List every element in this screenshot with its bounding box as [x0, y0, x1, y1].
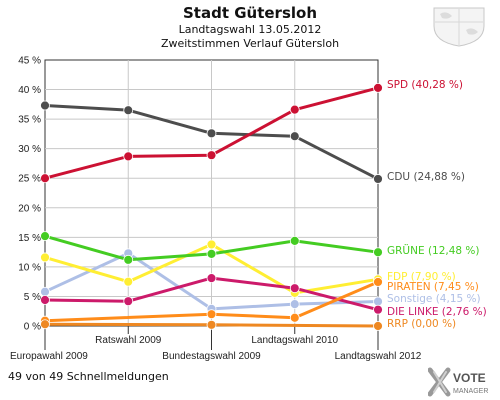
y-tick-label: 10 % — [18, 262, 41, 273]
series-end-label: SPD (40,28 %) — [387, 79, 463, 91]
chart-title: Stadt Gütersloh — [182, 4, 317, 22]
data-point — [40, 295, 50, 305]
series-end-label: PIRATEN (7,45 %) — [387, 281, 479, 293]
y-tick-label: 35 % — [18, 115, 41, 126]
report-status: 49 von 49 Schnellmeldungen — [8, 370, 169, 383]
data-point — [373, 304, 383, 315]
y-tick-label: 45 % — [18, 56, 41, 67]
series-end-label: FDP (7,90 %) — [387, 271, 456, 283]
y-tick-label: 40 % — [18, 85, 41, 96]
data-point — [206, 128, 217, 139]
data-point — [373, 277, 383, 287]
series-end-label: GRÜNE (12,48 %) — [387, 244, 480, 257]
data-point — [206, 273, 217, 284]
series-end-label: CDU (24,88 %) — [387, 171, 465, 183]
series-end-label: DIE LINKE (2,76 %) — [387, 306, 487, 318]
x-tick-label: Europawahl 2009 — [10, 351, 88, 362]
vote-manager-logo: VOTE MANAGER — [428, 367, 488, 397]
data-point — [206, 239, 217, 250]
series-end-label: RRP (0,00 %) — [387, 318, 456, 330]
data-point — [123, 276, 134, 287]
data-point — [123, 151, 134, 162]
data-point — [289, 131, 300, 142]
data-point — [206, 248, 217, 259]
y-tick-label: 30 % — [18, 144, 41, 155]
series-line-piraten — [44, 280, 379, 323]
data-point — [289, 299, 300, 310]
data-point — [289, 312, 300, 323]
y-tick-label: 20 % — [18, 203, 41, 214]
data-point — [289, 104, 300, 115]
x-tick-label: Bundestagswahl 2009 — [162, 351, 261, 362]
data-point — [40, 100, 50, 111]
data-point — [206, 319, 217, 330]
data-point — [40, 173, 50, 184]
series-end-label: Sonstige (4,15 %) — [387, 293, 481, 305]
data-point — [123, 296, 134, 307]
x-tick-label: Ratswahl 2009 — [95, 335, 162, 346]
data-point — [373, 174, 383, 184]
data-point — [123, 105, 134, 116]
data-point — [40, 252, 50, 263]
data-point — [373, 83, 383, 93]
y-tick-label: 15 % — [18, 233, 41, 244]
data-point — [289, 235, 300, 246]
y-tick-label: 5 % — [24, 292, 41, 303]
y-tick-label: 25 % — [18, 174, 41, 185]
data-point — [206, 150, 217, 161]
data-point — [40, 319, 50, 330]
data-point — [373, 247, 383, 258]
coat-of-arms-icon — [433, 7, 485, 47]
logo-text-manager: MANAGER — [453, 388, 488, 395]
chart-subtitle-2: Zweitstimmen Verlauf Gütersloh — [160, 37, 340, 50]
chart-subtitle: Landtagswahl 13.05.2012 — [178, 23, 322, 36]
data-point — [40, 286, 50, 297]
data-point — [40, 231, 50, 242]
x-tick-label: Landtagswahl 2012 — [335, 351, 422, 362]
data-point — [373, 321, 383, 331]
x-tick-label: Landtagswahl 2010 — [251, 335, 338, 346]
y-tick-label: 0 % — [24, 322, 41, 333]
data-point — [373, 296, 383, 307]
logo-text-vote: VOTE — [453, 371, 486, 385]
data-point — [206, 309, 217, 320]
data-point — [123, 254, 134, 265]
data-point — [289, 283, 300, 294]
